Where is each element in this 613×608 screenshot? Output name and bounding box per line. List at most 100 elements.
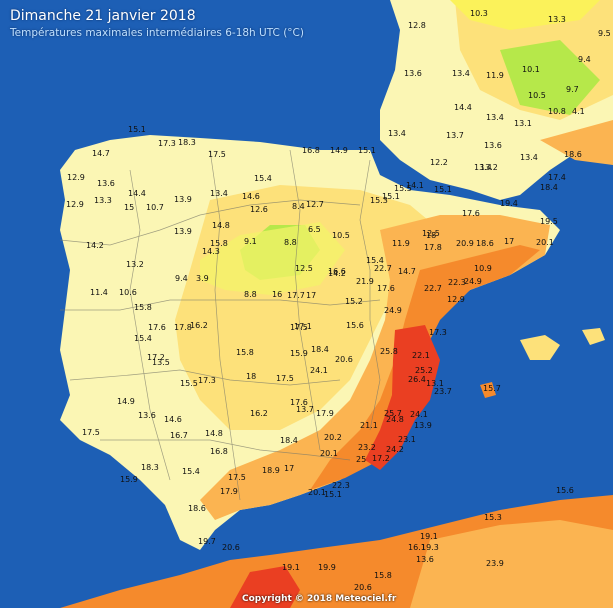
temperature-value: 19.1	[420, 532, 438, 541]
temperature-value: 15.5	[394, 184, 412, 193]
temperature-value: 14.4	[454, 103, 472, 112]
temperature-value: 16.2	[250, 409, 268, 418]
temperature-value: 26.4	[408, 375, 426, 384]
temperature-value: 20.6	[335, 355, 353, 364]
temperature-value: 11.9	[486, 71, 504, 80]
temperature-value: 17.8	[424, 243, 442, 252]
temperature-value: 4.1	[572, 107, 585, 116]
temperature-value: 16.2	[190, 321, 208, 330]
temperature-value: 16.7	[170, 431, 188, 440]
temperature-value: 17.2	[147, 353, 165, 362]
temperature-value: 17.6	[462, 209, 480, 218]
temperature-value: 17.6	[148, 323, 166, 332]
temperature-value: 20.1	[308, 488, 326, 497]
temperature-value: 15.4	[134, 334, 152, 343]
temperature-value: 14.4	[128, 189, 146, 198]
temperature-value: 16.6	[328, 267, 346, 276]
temperature-value: 13.4	[486, 113, 504, 122]
france-cold-zone	[500, 40, 600, 115]
temperature-value: 13.6	[404, 69, 422, 78]
temperature-value: 24.8	[386, 415, 404, 424]
temperature-value: 12.9	[66, 200, 84, 209]
province-borders	[59, 149, 381, 501]
temperature-value: 15.4	[182, 467, 200, 476]
temperature-value: 15.9	[290, 349, 308, 358]
temperature-value: 23.9	[486, 559, 504, 568]
temperature-value: 25.2	[415, 366, 433, 375]
temperature-value: 13.5	[152, 358, 170, 367]
temperature-value: 15.8	[134, 303, 152, 312]
temperature-value: 24.9	[464, 277, 482, 286]
temperature-value: 13.4	[388, 129, 406, 138]
temperature-value: 18.6	[564, 150, 582, 159]
temperature-value: 10.3	[470, 9, 488, 18]
mallorca-island	[520, 335, 560, 360]
temperature-value: 17	[504, 237, 514, 246]
copyright-notice: Copyright © 2018 Meteociel.fr	[242, 594, 397, 604]
temperature-value: 15.1	[324, 490, 342, 499]
temperature-value: 16.8	[210, 447, 228, 456]
temperature-value: 13.2	[480, 163, 498, 172]
temperature-value: 15.3	[484, 513, 502, 522]
temperature-value: 20.9	[456, 239, 474, 248]
temperature-value: 19.7	[198, 537, 216, 546]
temperature-value: 13.3	[94, 196, 112, 205]
temperature-value: 16.8	[302, 146, 320, 155]
temperature-value: 15.8	[210, 239, 228, 248]
temperature-value: 10.8	[548, 107, 566, 116]
temperature-value: 14.7	[398, 267, 416, 276]
temperature-value: 14.9	[117, 397, 135, 406]
temperature-value: 12.2	[430, 158, 448, 167]
temperature-value: 17.7	[287, 291, 305, 300]
map-subtitle: Températures maximales intermédiaires 6-…	[10, 27, 304, 39]
temperature-value: 15.4	[366, 256, 384, 265]
temperature-value: 10.7	[146, 203, 164, 212]
temperature-value: 22.7	[424, 284, 442, 293]
temperature-value: 14.3	[202, 247, 220, 256]
temperature-value: 14.2	[86, 241, 104, 250]
temperature-value: 6.5	[308, 225, 321, 234]
temperature-value: 20.6	[222, 543, 240, 552]
temperature-value: 17.9	[220, 487, 238, 496]
temperature-value: 13.7	[446, 131, 464, 140]
temperature-value: 8.4	[292, 202, 305, 211]
temperature-value: 17.6	[290, 398, 308, 407]
temperature-value: 11.4	[90, 288, 108, 297]
temperature-value: 15.6	[556, 486, 574, 495]
temperature-value: 24.1	[410, 410, 428, 419]
iberia-very-hot-zone	[365, 325, 440, 470]
temperature-value: 10.5	[528, 91, 546, 100]
temperature-value: 25.7	[384, 409, 402, 418]
temperature-value: 14.1	[406, 181, 424, 190]
temperature-value: 20.1	[320, 449, 338, 458]
temperature-value: 25.8	[380, 347, 398, 356]
temperature-value: 14.6	[164, 415, 182, 424]
temperature-value: 17.5	[82, 428, 100, 437]
temperature-value: 8.8	[244, 290, 257, 299]
temperature-value: 13.4	[452, 69, 470, 78]
temperature-value: 15.4	[254, 174, 272, 183]
temperature-value: 12.9	[447, 295, 465, 304]
temperature-value: 18	[426, 231, 436, 240]
france-yellow-patch	[450, 0, 600, 30]
temperature-value: 18.3	[178, 138, 196, 147]
temperature-value: 9.4	[578, 55, 591, 64]
temperature-value: 22.1	[412, 351, 430, 360]
temperature-value: 22.3	[448, 278, 466, 287]
temperature-value: 14.8	[205, 429, 223, 438]
temperature-value: 20.2	[324, 433, 342, 442]
temperature-value: 12.5	[422, 229, 440, 238]
temperature-value: 13.4	[474, 163, 492, 172]
temperature-value: 13.6	[416, 555, 434, 564]
temperature-value: 20.6	[354, 583, 372, 592]
temperature-value: 9.7	[566, 85, 579, 94]
temperature-value: 25	[356, 455, 366, 464]
france-south-warm	[540, 120, 613, 165]
temperature-value: 13.1	[426, 379, 444, 388]
temperature-value: 17.4	[548, 173, 566, 182]
temperature-value: 15.1	[358, 146, 376, 155]
temperature-value: 12.7	[306, 200, 324, 209]
temperature-value: 15.5	[180, 379, 198, 388]
temperature-value: 9.4	[175, 274, 188, 283]
temperature-value: 15.1	[128, 125, 146, 134]
